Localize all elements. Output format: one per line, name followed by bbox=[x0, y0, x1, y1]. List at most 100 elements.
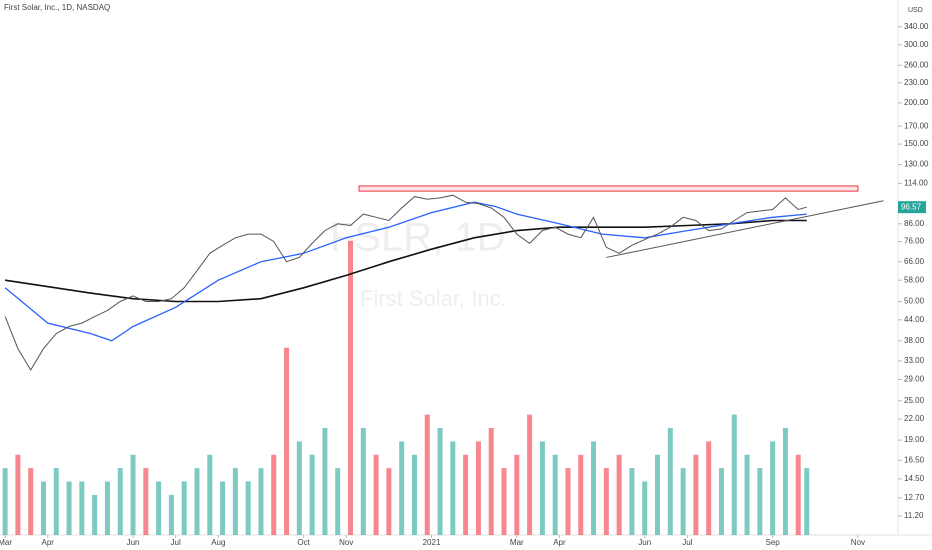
volume-bar bbox=[629, 468, 635, 535]
y-tick-label: 19.00 bbox=[904, 435, 925, 444]
volume-bar bbox=[437, 428, 443, 535]
volume-bar bbox=[399, 441, 405, 535]
y-tick-label: 230.00 bbox=[904, 78, 929, 87]
volume-bar bbox=[591, 441, 597, 535]
volume-bar bbox=[655, 454, 661, 535]
volume-bar bbox=[411, 454, 417, 535]
y-tick-label: 200.00 bbox=[904, 98, 929, 107]
volume-bar bbox=[642, 481, 648, 535]
resistance-zone bbox=[358, 185, 859, 192]
volume-bar bbox=[782, 428, 788, 535]
volume-bar bbox=[667, 428, 673, 535]
y-tick-label: 33.00 bbox=[904, 356, 925, 365]
volume-bar bbox=[616, 454, 622, 535]
x-tick-label: Jul bbox=[171, 538, 181, 547]
watermark-subtitle: First Solar, Inc. bbox=[360, 286, 507, 311]
x-tick-label: Aug bbox=[211, 538, 225, 547]
volume-bar bbox=[220, 481, 226, 535]
volume-bar bbox=[15, 454, 21, 535]
ma200-line bbox=[4, 219, 807, 303]
volume-bar bbox=[117, 468, 123, 535]
x-tick-label: Apr bbox=[42, 538, 55, 547]
y-tick-label: 66.00 bbox=[904, 257, 925, 266]
volume-bar bbox=[284, 347, 290, 535]
volume-bar bbox=[130, 454, 136, 535]
ma50-line bbox=[4, 201, 807, 342]
x-tick-label: Sep bbox=[766, 538, 781, 547]
chart-title: First Solar, Inc., 1D, NASDAQ bbox=[4, 3, 110, 12]
volume-bar bbox=[578, 454, 584, 535]
x-tick-label: Nov bbox=[851, 538, 865, 547]
volume-bar bbox=[373, 454, 379, 535]
x-tick-label: Oct bbox=[297, 538, 310, 547]
volume-bar bbox=[603, 468, 609, 535]
volume-bar bbox=[2, 468, 8, 535]
volume-bar bbox=[207, 454, 213, 535]
y-tick-label: 44.00 bbox=[904, 315, 925, 324]
volume-bar bbox=[53, 468, 59, 535]
y-tick-label: 22.00 bbox=[904, 414, 925, 423]
volume-bar bbox=[770, 441, 776, 535]
y-tick-label: 58.00 bbox=[904, 275, 925, 284]
volume-bar bbox=[335, 468, 341, 535]
volume-bar bbox=[40, 481, 46, 535]
volume-bar bbox=[322, 428, 328, 535]
volume-bar bbox=[804, 468, 810, 535]
volume-bar bbox=[475, 441, 481, 535]
volume-bar bbox=[795, 454, 801, 535]
volume-bar bbox=[360, 428, 366, 535]
y-tick-label: 260.00 bbox=[904, 60, 929, 69]
volume-bar bbox=[143, 468, 149, 535]
volume-bar bbox=[79, 481, 85, 535]
trendline bbox=[606, 200, 884, 258]
volume-bar bbox=[232, 468, 238, 535]
volume-bar bbox=[194, 468, 200, 535]
volume-bar bbox=[744, 454, 750, 535]
volume-bar bbox=[28, 468, 34, 535]
volume-bar bbox=[348, 240, 354, 535]
x-tick-label: Jun bbox=[638, 538, 651, 547]
volume-bar bbox=[424, 414, 430, 535]
volume-bar bbox=[565, 468, 571, 535]
volume-bar bbox=[66, 481, 72, 535]
y-tick-label: 114.00 bbox=[904, 179, 928, 188]
y-tick-label: 170.00 bbox=[904, 121, 929, 130]
volume-bar bbox=[718, 468, 724, 535]
volume-bar bbox=[463, 454, 469, 535]
last-price-box bbox=[898, 201, 926, 214]
y-tick-label: 76.00 bbox=[904, 237, 925, 246]
volume-bar bbox=[706, 441, 712, 535]
volume-bar bbox=[309, 454, 315, 535]
y-tick-label: 130.00 bbox=[904, 160, 929, 169]
volume-bar bbox=[757, 468, 763, 535]
x-tick-label: Nov bbox=[339, 538, 353, 547]
y-tick-label: 25.00 bbox=[904, 396, 925, 405]
volume-bar bbox=[527, 414, 533, 535]
y-tick-label: 16.50 bbox=[904, 455, 925, 464]
volume-bar bbox=[271, 454, 277, 535]
y-tick-label: 150.00 bbox=[904, 139, 929, 148]
y-tick-label: 38.00 bbox=[904, 336, 925, 345]
y-tick-label: 340.00 bbox=[904, 22, 929, 31]
y-tick-label: 14.50 bbox=[904, 474, 925, 483]
volume-bar bbox=[258, 468, 264, 535]
last-price-label: 96.57 bbox=[901, 202, 922, 211]
y-tick-label: 29.00 bbox=[904, 375, 925, 384]
x-tick-label: Jun bbox=[127, 538, 140, 547]
volume-bar bbox=[680, 468, 686, 535]
volume-bar bbox=[168, 494, 174, 535]
x-tick-label: Jul bbox=[682, 538, 692, 547]
y-tick-label: 50.00 bbox=[904, 297, 925, 306]
y-tick-label: 11.20 bbox=[904, 511, 924, 520]
y-tick-label: 86.00 bbox=[904, 219, 925, 228]
currency: USD bbox=[908, 7, 923, 14]
y-tick-label: 300.00 bbox=[904, 40, 929, 49]
volume-bar bbox=[245, 481, 251, 535]
volume-bar bbox=[731, 414, 737, 535]
volume-bar bbox=[92, 494, 98, 535]
volume-bar bbox=[501, 468, 507, 535]
volume-bar bbox=[514, 454, 520, 535]
volume-bar bbox=[693, 454, 699, 535]
volume-bar bbox=[488, 428, 494, 535]
volume-bar bbox=[156, 481, 162, 535]
